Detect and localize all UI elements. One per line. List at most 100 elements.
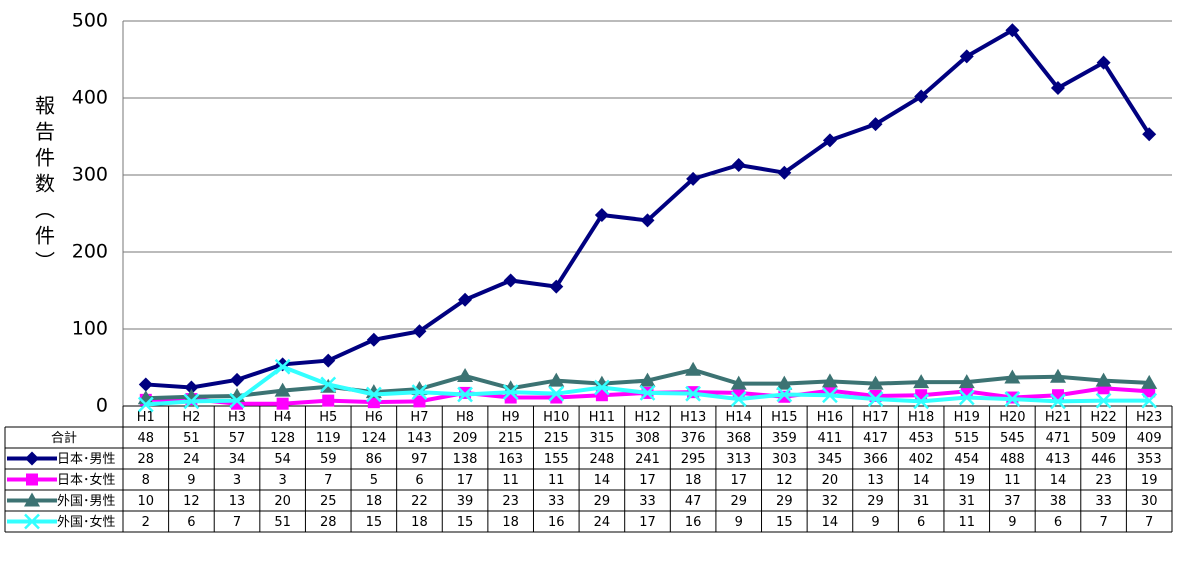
- data-point: [183, 388, 200, 403]
- legend-label: 日本･男性: [57, 452, 116, 467]
- data-point: [821, 373, 838, 388]
- table-cell: 15: [776, 515, 793, 530]
- data-point: [1096, 55, 1111, 70]
- table-cell: 359: [772, 431, 797, 446]
- table-cell: 48: [138, 431, 155, 446]
- table-cell: 20: [822, 473, 839, 488]
- table-cell: 15: [366, 515, 383, 530]
- data-point: [321, 353, 336, 368]
- table-cell: 5: [370, 473, 378, 488]
- x-tick-label: H22: [1090, 410, 1116, 425]
- table-cell: 18: [685, 473, 702, 488]
- table-cell: 20: [274, 494, 291, 509]
- table-cell: 409: [1137, 431, 1162, 446]
- x-tick-label: H8: [456, 410, 474, 425]
- data-point: [549, 279, 564, 294]
- data-point: [229, 392, 245, 409]
- table-cell: 303: [772, 452, 797, 467]
- table-cell: 471: [1046, 431, 1071, 446]
- data-point: [1141, 392, 1158, 409]
- table-cell: 2: [142, 515, 150, 530]
- x-tick-label: H12: [634, 410, 660, 425]
- data-point: [184, 380, 199, 395]
- data-point: [365, 386, 382, 403]
- data-point: [686, 171, 701, 186]
- table-cell: 11: [1004, 473, 1021, 488]
- table-cell: 29: [867, 494, 884, 509]
- table-cell: 17: [639, 515, 656, 530]
- table-cell: 402: [909, 452, 934, 467]
- table-cell: 37: [1004, 494, 1021, 509]
- x-tick-label: H14: [726, 410, 752, 425]
- data-point: [412, 324, 427, 339]
- data-point: [413, 395, 426, 408]
- table-cell: 366: [863, 452, 888, 467]
- data-point: [366, 332, 381, 347]
- table-cell: 18: [502, 515, 519, 530]
- table-cell: 15: [457, 515, 474, 530]
- data-point: [548, 372, 565, 387]
- table-cell: 9: [1008, 515, 1016, 530]
- table-cell: 6: [1054, 515, 1062, 530]
- x-tick-label: H15: [771, 410, 797, 425]
- table-cell: 14: [594, 473, 611, 488]
- table-cell: 54: [274, 452, 291, 467]
- table-cell: 155: [544, 452, 569, 467]
- table-cell: 11: [958, 515, 975, 530]
- table-cell: 138: [453, 452, 478, 467]
- data-point: [1004, 369, 1021, 384]
- data-point: [1004, 391, 1021, 407]
- data-point: [1095, 392, 1112, 409]
- table-cell: 59: [320, 452, 337, 467]
- table-cell: 24: [183, 452, 200, 467]
- table-cell: 17: [639, 473, 656, 488]
- x-tick-label: H3: [228, 410, 246, 425]
- legend-marker: [24, 492, 40, 507]
- table-cell: 9: [187, 473, 195, 488]
- table-cell: 24: [594, 515, 611, 530]
- data-point: [594, 379, 610, 396]
- table-cell: 29: [594, 494, 611, 509]
- y-tick-label: 100: [72, 318, 108, 340]
- legend-label: 外国･女性: [57, 514, 116, 530]
- table-cell: 7: [324, 473, 332, 488]
- y-tick-label: 0: [96, 395, 108, 417]
- data-point: [959, 49, 974, 64]
- table-cell: 515: [954, 431, 979, 446]
- x-tick-label: H6: [365, 410, 383, 425]
- data-point: [276, 397, 289, 410]
- table-cell: 11: [502, 473, 519, 488]
- table-cell: 315: [589, 431, 614, 446]
- data-point: [913, 374, 930, 389]
- data-point: [1142, 127, 1157, 142]
- data-point: [457, 367, 474, 382]
- table-cell: 47: [685, 494, 702, 509]
- x-tick-label: H4: [274, 410, 292, 425]
- x-tick-label: H7: [410, 410, 428, 425]
- table-cell: 14: [913, 473, 930, 488]
- table-cell: 3: [278, 473, 286, 488]
- table-cell: 13: [229, 494, 246, 509]
- x-tick-label: H19: [954, 410, 980, 425]
- data-point: [822, 387, 838, 404]
- data-point: [867, 375, 884, 390]
- table-cell: 248: [589, 452, 614, 467]
- data-point: [503, 273, 518, 288]
- table-cell: 313: [726, 452, 751, 467]
- data-point: [183, 393, 200, 410]
- table-cell: 22: [411, 494, 428, 509]
- table-cell: 413: [1046, 452, 1071, 467]
- table-cell: 119: [316, 431, 341, 446]
- table-cell: 29: [776, 494, 793, 509]
- data-point: [230, 372, 245, 387]
- table-cell: 29: [730, 494, 747, 509]
- table-cell: 124: [361, 431, 386, 446]
- table-cell: 12: [183, 494, 200, 509]
- table-cell: 143: [407, 431, 432, 446]
- table-cell: 18: [411, 515, 428, 530]
- table-cell: 163: [498, 452, 523, 467]
- table-cell: 8: [142, 473, 150, 488]
- table-cell: 19: [958, 473, 975, 488]
- table-cell: 209: [453, 431, 478, 446]
- table-cell: 39: [457, 494, 474, 509]
